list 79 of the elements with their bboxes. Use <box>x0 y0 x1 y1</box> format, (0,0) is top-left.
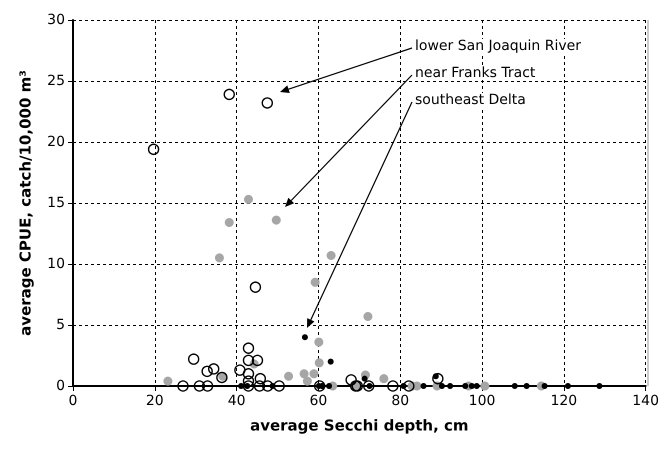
x-tick-label: 40 <box>228 393 246 409</box>
point <box>254 380 266 392</box>
point <box>208 363 220 375</box>
point <box>564 383 571 389</box>
y-tick-label: 30 <box>47 12 65 28</box>
point <box>273 380 285 392</box>
y-axis-title: average CPUE, catch/10,000 m³ <box>16 70 34 336</box>
point <box>194 380 206 392</box>
point <box>177 380 189 392</box>
point <box>163 376 172 386</box>
point <box>438 383 445 389</box>
point <box>314 338 324 347</box>
x-tick-label: 0 <box>68 393 78 409</box>
annotation: lower San Joaquin River <box>415 38 582 54</box>
point <box>480 382 490 390</box>
point <box>512 383 518 389</box>
point <box>379 374 388 384</box>
point <box>474 383 480 389</box>
point <box>363 312 372 321</box>
annotation: near Franks Tract <box>415 65 536 81</box>
point <box>188 353 200 365</box>
x-tick-label: 80 <box>391 393 410 409</box>
point <box>272 216 281 225</box>
point <box>284 372 294 381</box>
point <box>244 194 253 204</box>
point <box>242 354 254 366</box>
point <box>400 383 406 389</box>
point <box>447 383 454 389</box>
point <box>363 380 374 392</box>
point <box>270 383 276 389</box>
y-tick-label: 15 <box>47 195 65 211</box>
point <box>214 253 224 262</box>
point <box>202 380 214 392</box>
point <box>224 218 234 228</box>
x-tick-label: 100 <box>468 393 496 409</box>
x-tick-label: 20 <box>146 393 164 409</box>
point <box>252 354 264 366</box>
point <box>387 380 399 392</box>
y-tick-label: 0 <box>56 378 65 394</box>
point <box>328 358 334 365</box>
point <box>250 281 262 293</box>
point <box>542 383 548 389</box>
point <box>216 372 228 384</box>
point <box>362 376 368 382</box>
y-tick-label: 20 <box>47 134 65 150</box>
point <box>302 376 312 386</box>
point <box>262 380 274 392</box>
point <box>432 372 444 384</box>
y-tick-label: 10 <box>47 256 65 272</box>
point <box>314 358 324 368</box>
point <box>148 144 160 156</box>
point <box>242 368 254 380</box>
point <box>420 383 427 389</box>
x-tick-label: 120 <box>550 393 578 409</box>
point <box>314 380 326 392</box>
x-tick-label: 140 <box>632 393 660 409</box>
point <box>242 380 254 392</box>
x-axis-title: average Secchi depth, cm <box>250 416 469 434</box>
point <box>596 383 602 389</box>
point <box>326 383 332 389</box>
point <box>403 380 415 392</box>
point <box>201 366 213 378</box>
point <box>345 374 357 386</box>
point <box>310 278 320 287</box>
point <box>254 372 266 384</box>
point <box>262 97 273 109</box>
point <box>302 334 308 340</box>
x-tick-label: 60 <box>310 393 328 409</box>
y-tick-label: 25 <box>47 73 65 89</box>
annotation: southeast Delta <box>415 92 526 108</box>
y-tick-label: 5 <box>56 317 65 333</box>
point <box>462 383 468 389</box>
point <box>326 250 336 260</box>
point <box>309 369 318 378</box>
point <box>234 364 246 376</box>
point <box>524 383 530 389</box>
point <box>300 369 309 378</box>
point <box>242 342 254 354</box>
point <box>224 88 235 100</box>
